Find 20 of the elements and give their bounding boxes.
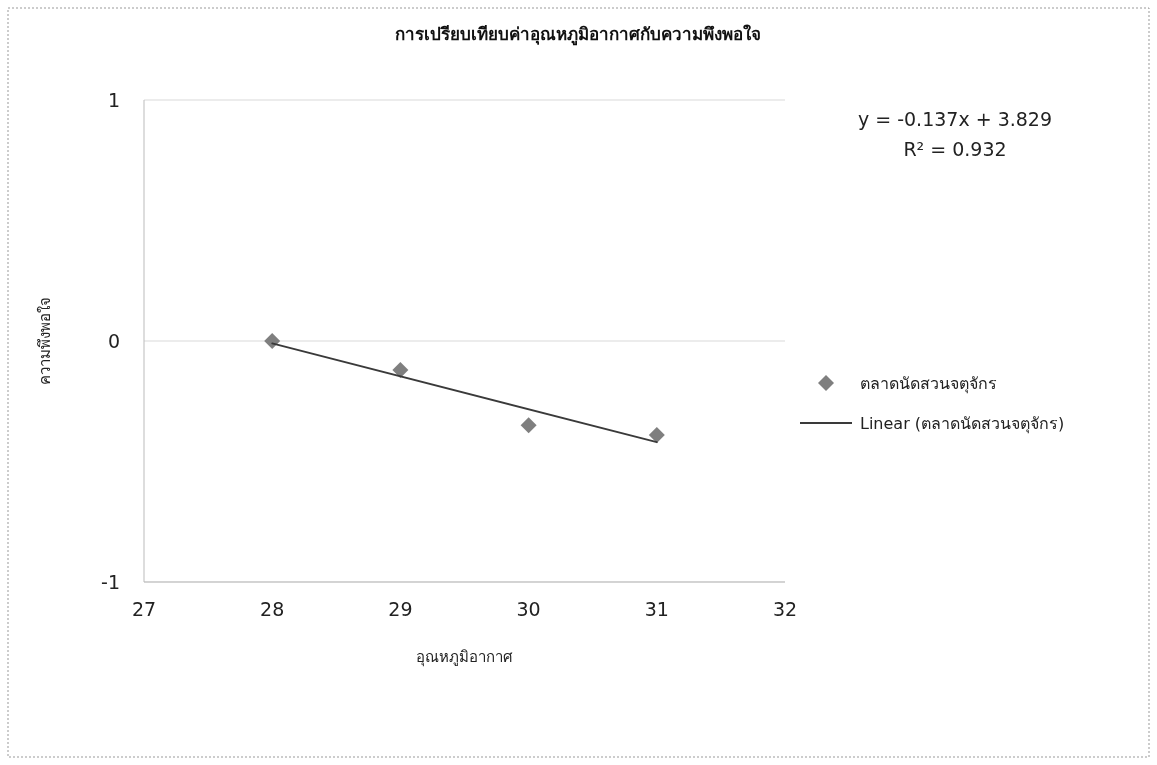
y-tick-label: -1: [101, 571, 120, 593]
point: [392, 361, 409, 378]
y-axis-title: ความพึงพอใจ: [36, 297, 54, 385]
x-tick-label: 28: [260, 598, 285, 620]
y-tick-label: 1: [107, 89, 120, 111]
text: R² = 0.932: [903, 138, 1007, 160]
y-tick-label: 0: [107, 330, 120, 352]
x-tick-label: 27: [131, 598, 157, 620]
x-axis-title: อุณหภูมิอากาศ: [415, 648, 513, 667]
point: [648, 426, 665, 443]
text: y = -0.137x + 3.829: [857, 108, 1053, 130]
point: [264, 333, 281, 349]
x-tick-label: 31: [644, 598, 669, 620]
legend-label: Linear (ตลาดนัดสวนจตุจักร): [860, 414, 1065, 434]
chart-title: การเปรียบเทียบค่าอุณหภูมิอากาศกับความพึงพอใจ: [395, 24, 761, 46]
legend-label: ตลาดนัดสวนจตุจักร: [860, 374, 997, 394]
x-tick-label: 32: [772, 598, 798, 620]
x-tick-label: 30: [516, 598, 541, 620]
point: [520, 417, 537, 434]
x-tick-label: 29: [388, 598, 413, 620]
